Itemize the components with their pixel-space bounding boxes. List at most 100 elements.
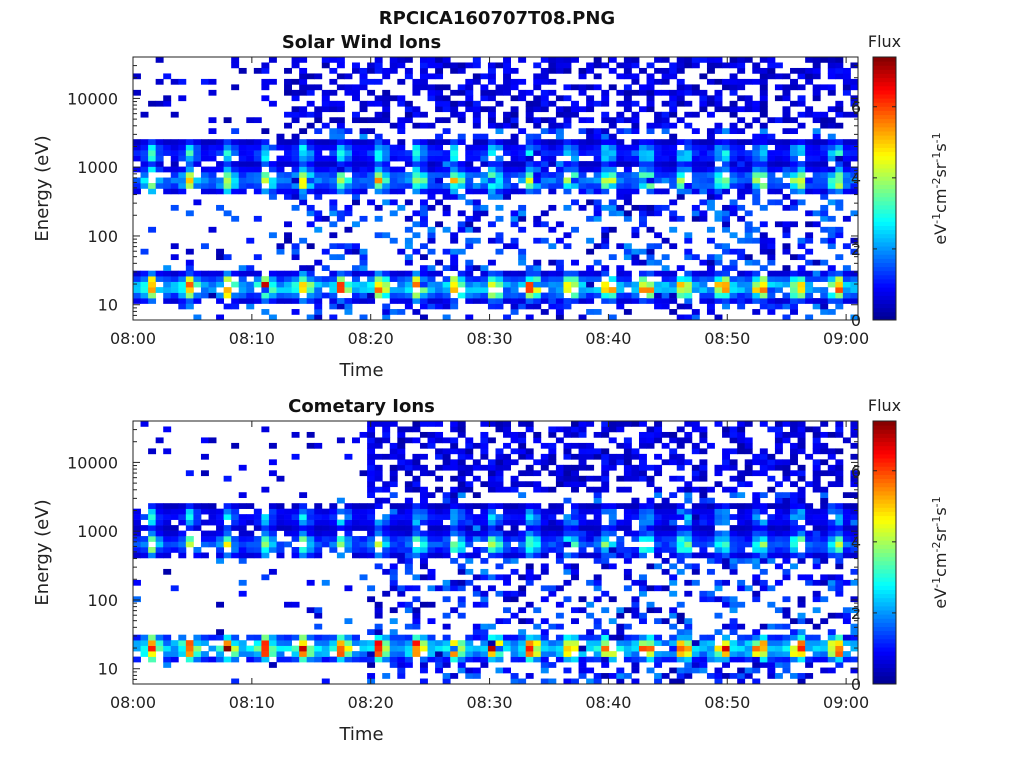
heatmap-cell: [706, 78, 715, 85]
heatmap-cell: [820, 117, 829, 124]
heatmap-cell: [812, 128, 821, 135]
heatmap-cell: [699, 188, 708, 195]
heatmap-cell: [352, 270, 360, 277]
heatmap-cell: [178, 298, 187, 304]
heatmap-cell: [253, 177, 262, 184]
heatmap-cell: [586, 62, 595, 69]
heatmap-cell: [419, 508, 428, 515]
heatmap-cell: [261, 574, 270, 581]
colorbar-swatch: [873, 89, 896, 95]
heatmap-cell: [480, 503, 489, 509]
heatmap-cell: [412, 161, 421, 167]
heatmap-cell: [782, 651, 791, 657]
heatmap-cell: [487, 78, 496, 85]
heatmap-cell: [767, 254, 776, 261]
heatmap-cell: [850, 155, 859, 162]
heatmap-cell: [412, 651, 421, 657]
heatmap-cell: [352, 536, 360, 542]
heatmap-cell: [200, 519, 209, 526]
heatmap-cell: [563, 281, 572, 288]
heatmap-cell: [638, 552, 647, 559]
heatmap-cell: [684, 530, 693, 537]
heatmap-cell: [790, 117, 798, 124]
heatmap-cell: [631, 89, 640, 96]
heatmap-cell: [291, 177, 300, 184]
heatmap-cell: [299, 155, 308, 162]
heatmap-cell: [435, 73, 444, 80]
heatmap-cell: [850, 536, 859, 542]
heatmap-cell: [578, 519, 587, 526]
heatmap-cell: [480, 210, 489, 217]
heatmap-cell: [548, 150, 557, 156]
heatmap-cell: [676, 514, 685, 520]
heatmap-cell: [389, 276, 398, 282]
heatmap-cell: [638, 656, 647, 663]
heatmap-cell: [835, 448, 844, 455]
heatmap-cell: [435, 519, 444, 526]
heatmap-cell: [314, 111, 323, 118]
heatmap-cell: [661, 536, 670, 542]
heatmap-cell: [782, 640, 791, 646]
heatmap-cell: [367, 199, 376, 206]
heatmap-cell: [261, 634, 270, 641]
heatmap-cell: [676, 486, 685, 493]
heatmap-cell: [706, 67, 715, 74]
heatmap-cell: [359, 183, 368, 189]
heatmap-cell: [450, 475, 459, 482]
heatmap-cell: [691, 640, 700, 646]
heatmap-cell: [518, 541, 527, 548]
heatmap-cell: [699, 166, 708, 173]
heatmap-cell: [148, 150, 157, 156]
heatmap-cell: [805, 57, 814, 63]
heatmap-cell: [336, 270, 345, 277]
heatmap-cell: [208, 634, 217, 641]
heatmap-cell: [404, 111, 413, 118]
heatmap-cell: [170, 204, 179, 211]
heatmap-cell: [510, 111, 519, 118]
heatmap-cell: [261, 552, 270, 559]
y-tick-label: 10: [98, 296, 118, 315]
heatmap-cell: [487, 574, 496, 581]
heatmap-cell: [155, 166, 164, 173]
heatmap-cell: [593, 150, 602, 156]
heatmap-cell: [744, 78, 753, 85]
colorbar-tick-label: 6: [851, 98, 861, 117]
heatmap-cell: [759, 95, 768, 102]
heatmap-cell: [608, 530, 617, 537]
heatmap-cell: [397, 640, 406, 646]
heatmap-cell: [744, 552, 753, 559]
heatmap-cell: [714, 287, 723, 293]
heatmap-cell: [601, 673, 610, 679]
heatmap-cell: [593, 508, 602, 515]
heatmap-cell: [661, 519, 670, 526]
heatmap-cell: [835, 144, 844, 151]
colorbar-swatch: [873, 98, 896, 103]
heatmap-cell: [774, 662, 783, 668]
heatmap-cell: [842, 172, 851, 178]
heatmap-cell: [555, 634, 564, 641]
heatmap-cell: [510, 106, 519, 113]
heatmap-cell: [646, 442, 655, 449]
heatmap-cell: [820, 459, 829, 466]
heatmap-cell: [170, 541, 179, 548]
heatmap-cell: [646, 183, 655, 189]
heatmap-cell: [835, 67, 844, 74]
heatmap-cell: [238, 298, 247, 304]
heatmap-cell: [691, 563, 700, 570]
heatmap-cell: [706, 254, 715, 261]
heatmap-cell: [563, 579, 572, 586]
heatmap-cell: [238, 651, 247, 657]
heatmap-cell: [631, 292, 640, 299]
heatmap-cell: [631, 530, 640, 537]
heatmap-cell: [223, 150, 232, 156]
heatmap-cell: [805, 426, 814, 433]
heatmap-cell: [518, 254, 527, 261]
heatmap-cell: [465, 78, 474, 85]
heatmap-cell: [533, 508, 542, 515]
heatmap-cell: [336, 640, 345, 646]
heatmap-cell: [684, 314, 693, 321]
heatmap-cell: [450, 237, 459, 244]
heatmap-cell: [374, 215, 383, 222]
heatmap-cell: [518, 519, 527, 526]
heatmap-cell: [654, 232, 663, 239]
